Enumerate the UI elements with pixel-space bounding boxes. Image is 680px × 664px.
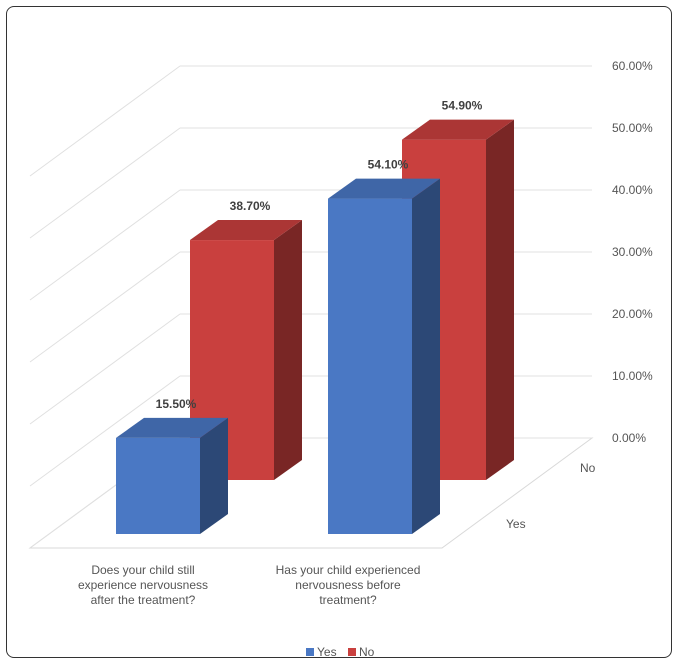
legend-label: No bbox=[359, 645, 375, 659]
gridline-side bbox=[29, 127, 181, 239]
data-labels: 38.70% 54.90% 15.50% 54.10% bbox=[156, 99, 483, 411]
gridline-side bbox=[29, 65, 181, 177]
bar-side-face bbox=[486, 119, 514, 481]
data-label: 54.90% bbox=[442, 99, 483, 113]
bar-front-face bbox=[328, 198, 412, 534]
data-label: 15.50% bbox=[156, 397, 197, 411]
category-labels: Does your child still experience nervousn… bbox=[78, 563, 420, 607]
bar-top-face bbox=[116, 417, 228, 438]
bar-side-face bbox=[412, 178, 440, 534]
bar-top-face bbox=[328, 178, 440, 199]
gridline-side bbox=[29, 313, 181, 425]
y-tick-label: 20.00% bbox=[612, 307, 653, 321]
gridline-side bbox=[29, 189, 181, 301]
legend-label: Yes bbox=[317, 645, 337, 659]
legend-item-no: No bbox=[348, 645, 375, 659]
bar-yes-0 bbox=[116, 417, 228, 534]
y-tick-label: 30.00% bbox=[612, 245, 653, 259]
y-tick-label: 10.00% bbox=[612, 369, 653, 383]
bars bbox=[116, 119, 514, 534]
y-tick-label: 40.00% bbox=[612, 183, 653, 197]
category-label: Does your child still experience nervousn… bbox=[78, 563, 208, 607]
gridline-side bbox=[29, 375, 181, 487]
series-axis-label: Yes bbox=[506, 517, 526, 531]
y-tick-label: 60.00% bbox=[612, 59, 653, 73]
legend-item-yes: Yes bbox=[306, 645, 337, 659]
bar-side-face bbox=[200, 417, 228, 534]
gridline-side bbox=[29, 251, 181, 363]
series-axis-label: No bbox=[580, 461, 596, 475]
bar-yes-1 bbox=[328, 178, 440, 534]
data-label: 54.10% bbox=[368, 158, 409, 172]
data-label: 38.70% bbox=[230, 199, 271, 213]
bar-front-face bbox=[116, 437, 200, 534]
y-tick-label: 50.00% bbox=[612, 121, 653, 135]
y-tick-label: 0.00% bbox=[612, 431, 646, 445]
y-axis-ticks: 0.00% 10.00% 20.00% 30.00% 40.00% 50.00% 60.00… bbox=[612, 59, 653, 445]
bar-side-face bbox=[274, 220, 302, 480]
legend-swatch bbox=[306, 648, 314, 656]
category-label: Has your child experienced nervousness be… bbox=[276, 563, 421, 607]
legend: Yes No bbox=[306, 645, 375, 659]
bar-top-face bbox=[190, 220, 302, 241]
chart-frame bbox=[6, 6, 672, 658]
bar-top-face bbox=[402, 119, 514, 140]
series-axis-labels: Yes No bbox=[506, 461, 596, 531]
legend-swatch bbox=[348, 648, 356, 656]
